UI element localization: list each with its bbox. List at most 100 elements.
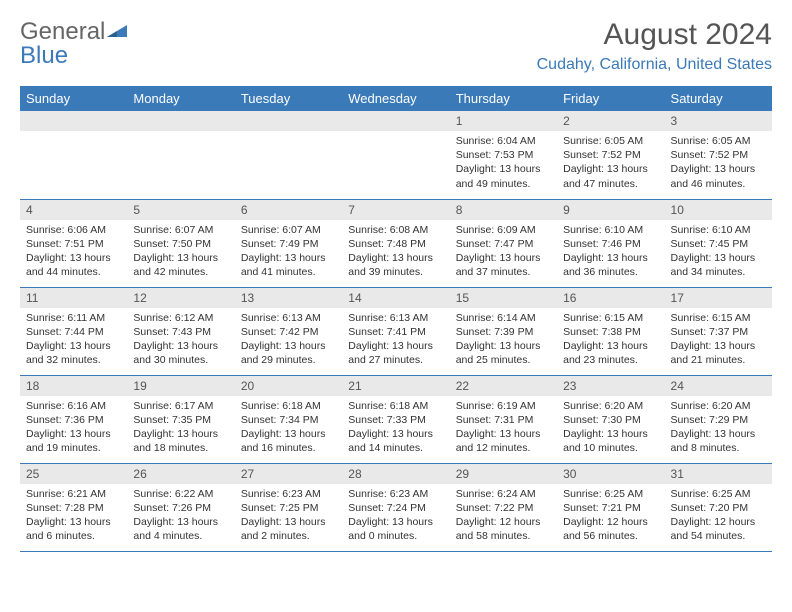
calendar-cell: 7Sunrise: 6:08 AMSunset: 7:48 PMDaylight…: [342, 199, 449, 287]
sunrise-line: Sunrise: 6:16 AM: [26, 399, 121, 413]
sunset-line: Sunset: 7:53 PM: [456, 148, 551, 162]
sunrise-line: Sunrise: 6:25 AM: [563, 487, 658, 501]
day-number-empty: [342, 111, 449, 131]
day-number: 25: [20, 464, 127, 484]
day-details: Sunrise: 6:21 AMSunset: 7:28 PMDaylight:…: [20, 484, 127, 550]
sunset-line: Sunset: 7:41 PM: [348, 325, 443, 339]
sunrise-line: Sunrise: 6:25 AM: [671, 487, 766, 501]
weekday-header: Saturday: [665, 86, 772, 111]
sunrise-line: Sunrise: 6:18 AM: [241, 399, 336, 413]
calendar-cell: [20, 111, 127, 199]
daylight-line: Daylight: 13 hours and 18 minutes.: [133, 427, 228, 455]
calendar-table: Sunday Monday Tuesday Wednesday Thursday…: [20, 86, 772, 552]
daylight-line: Daylight: 13 hours and 47 minutes.: [563, 162, 658, 190]
day-number: 10: [665, 200, 772, 220]
calendar-cell: 31Sunrise: 6:25 AMSunset: 7:20 PMDayligh…: [665, 463, 772, 551]
sunset-line: Sunset: 7:35 PM: [133, 413, 228, 427]
calendar-cell: 5Sunrise: 6:07 AMSunset: 7:50 PMDaylight…: [127, 199, 234, 287]
sunset-line: Sunset: 7:45 PM: [671, 237, 766, 251]
day-number: 27: [235, 464, 342, 484]
sunrise-line: Sunrise: 6:20 AM: [671, 399, 766, 413]
calendar-cell: [235, 111, 342, 199]
day-details: Sunrise: 6:16 AMSunset: 7:36 PMDaylight:…: [20, 396, 127, 462]
daylight-line: Daylight: 12 hours and 54 minutes.: [671, 515, 766, 543]
calendar-cell: 20Sunrise: 6:18 AMSunset: 7:34 PMDayligh…: [235, 375, 342, 463]
sunset-line: Sunset: 7:24 PM: [348, 501, 443, 515]
daylight-line: Daylight: 13 hours and 25 minutes.: [456, 339, 551, 367]
calendar-cell: 28Sunrise: 6:23 AMSunset: 7:24 PMDayligh…: [342, 463, 449, 551]
sunrise-line: Sunrise: 6:10 AM: [671, 223, 766, 237]
sunset-line: Sunset: 7:31 PM: [456, 413, 551, 427]
day-number: 26: [127, 464, 234, 484]
daylight-line: Daylight: 13 hours and 46 minutes.: [671, 162, 766, 190]
day-details: Sunrise: 6:15 AMSunset: 7:38 PMDaylight:…: [557, 308, 664, 374]
weekday-header: Sunday: [20, 86, 127, 111]
calendar-cell: 1Sunrise: 6:04 AMSunset: 7:53 PMDaylight…: [450, 111, 557, 199]
logo-word-2: Blue: [20, 42, 68, 70]
calendar-cell: 25Sunrise: 6:21 AMSunset: 7:28 PMDayligh…: [20, 463, 127, 551]
daylight-line: Daylight: 13 hours and 19 minutes.: [26, 427, 121, 455]
daylight-line: Daylight: 13 hours and 16 minutes.: [241, 427, 336, 455]
calendar-row: 11Sunrise: 6:11 AMSunset: 7:44 PMDayligh…: [20, 287, 772, 375]
weekday-header: Tuesday: [235, 86, 342, 111]
sunrise-line: Sunrise: 6:12 AM: [133, 311, 228, 325]
sunset-line: Sunset: 7:37 PM: [671, 325, 766, 339]
daylight-line: Daylight: 13 hours and 2 minutes.: [241, 515, 336, 543]
calendar-cell: [127, 111, 234, 199]
calendar-cell: 21Sunrise: 6:18 AMSunset: 7:33 PMDayligh…: [342, 375, 449, 463]
sunrise-line: Sunrise: 6:07 AM: [241, 223, 336, 237]
logo-triangle-icon: [107, 23, 129, 41]
daylight-line: Daylight: 12 hours and 58 minutes.: [456, 515, 551, 543]
day-number: 9: [557, 200, 664, 220]
sunset-line: Sunset: 7:52 PM: [563, 148, 658, 162]
calendar-cell: 10Sunrise: 6:10 AMSunset: 7:45 PMDayligh…: [665, 199, 772, 287]
sunrise-line: Sunrise: 6:05 AM: [671, 134, 766, 148]
calendar-cell: 26Sunrise: 6:22 AMSunset: 7:26 PMDayligh…: [127, 463, 234, 551]
weekday-header: Thursday: [450, 86, 557, 111]
sunset-line: Sunset: 7:36 PM: [26, 413, 121, 427]
day-details: Sunrise: 6:23 AMSunset: 7:25 PMDaylight:…: [235, 484, 342, 550]
daylight-line: Daylight: 12 hours and 56 minutes.: [563, 515, 658, 543]
day-number: 15: [450, 288, 557, 308]
day-details: Sunrise: 6:13 AMSunset: 7:42 PMDaylight:…: [235, 308, 342, 374]
day-details: Sunrise: 6:20 AMSunset: 7:29 PMDaylight:…: [665, 396, 772, 462]
sunrise-line: Sunrise: 6:10 AM: [563, 223, 658, 237]
sunrise-line: Sunrise: 6:20 AM: [563, 399, 658, 413]
day-details: Sunrise: 6:18 AMSunset: 7:33 PMDaylight:…: [342, 396, 449, 462]
sunrise-line: Sunrise: 6:18 AM: [348, 399, 443, 413]
month-title: August 2024: [537, 18, 772, 52]
weekday-header-row: Sunday Monday Tuesday Wednesday Thursday…: [20, 86, 772, 111]
calendar-cell: 11Sunrise: 6:11 AMSunset: 7:44 PMDayligh…: [20, 287, 127, 375]
day-number: 13: [235, 288, 342, 308]
sunset-line: Sunset: 7:47 PM: [456, 237, 551, 251]
day-details: Sunrise: 6:17 AMSunset: 7:35 PMDaylight:…: [127, 396, 234, 462]
daylight-line: Daylight: 13 hours and 4 minutes.: [133, 515, 228, 543]
sunset-line: Sunset: 7:25 PM: [241, 501, 336, 515]
daylight-line: Daylight: 13 hours and 14 minutes.: [348, 427, 443, 455]
calendar-cell: 23Sunrise: 6:20 AMSunset: 7:30 PMDayligh…: [557, 375, 664, 463]
day-details: Sunrise: 6:25 AMSunset: 7:21 PMDaylight:…: [557, 484, 664, 550]
day-number: 22: [450, 376, 557, 396]
calendar-cell: 16Sunrise: 6:15 AMSunset: 7:38 PMDayligh…: [557, 287, 664, 375]
sunrise-line: Sunrise: 6:11 AM: [26, 311, 121, 325]
title-block: August 2024 Cudahy, California, United S…: [537, 18, 772, 74]
day-details: Sunrise: 6:04 AMSunset: 7:53 PMDaylight:…: [450, 131, 557, 197]
day-number-empty: [127, 111, 234, 131]
daylight-line: Daylight: 13 hours and 36 minutes.: [563, 251, 658, 279]
daylight-line: Daylight: 13 hours and 39 minutes.: [348, 251, 443, 279]
sunrise-line: Sunrise: 6:13 AM: [348, 311, 443, 325]
day-details: Sunrise: 6:19 AMSunset: 7:31 PMDaylight:…: [450, 396, 557, 462]
sunrise-line: Sunrise: 6:08 AM: [348, 223, 443, 237]
sunrise-line: Sunrise: 6:14 AM: [456, 311, 551, 325]
calendar-row: 4Sunrise: 6:06 AMSunset: 7:51 PMDaylight…: [20, 199, 772, 287]
calendar-body: 1Sunrise: 6:04 AMSunset: 7:53 PMDaylight…: [20, 111, 772, 551]
sunrise-line: Sunrise: 6:13 AM: [241, 311, 336, 325]
day-number: 23: [557, 376, 664, 396]
sunset-line: Sunset: 7:33 PM: [348, 413, 443, 427]
sunrise-line: Sunrise: 6:04 AM: [456, 134, 551, 148]
day-details: Sunrise: 6:10 AMSunset: 7:45 PMDaylight:…: [665, 220, 772, 286]
sunset-line: Sunset: 7:22 PM: [456, 501, 551, 515]
daylight-line: Daylight: 13 hours and 0 minutes.: [348, 515, 443, 543]
daylight-line: Daylight: 13 hours and 27 minutes.: [348, 339, 443, 367]
day-number: 19: [127, 376, 234, 396]
